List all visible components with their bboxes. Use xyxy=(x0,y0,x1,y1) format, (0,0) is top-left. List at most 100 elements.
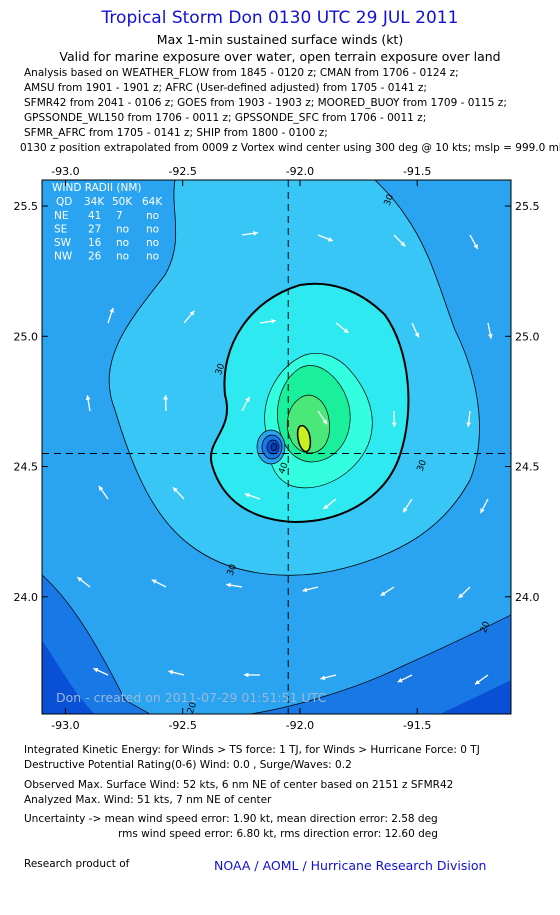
wind-vector-head xyxy=(343,328,349,333)
y-tick-label-left: 25.0 xyxy=(14,330,39,343)
contour-label: 30 xyxy=(416,459,429,473)
wind-radii-cell: 16 xyxy=(88,237,102,249)
wind-vector-head xyxy=(480,508,485,514)
uncertainty-line: Uncertainty -> mean wind speed error: 1.… xyxy=(24,813,438,825)
y-tick-label-left: 25.5 xyxy=(14,200,39,213)
contour-15-sw xyxy=(42,640,95,714)
wind-vector-head xyxy=(244,672,249,678)
contour-label: 20 xyxy=(186,701,199,715)
contour-label: 40 xyxy=(277,461,290,475)
wind-radii-title: WIND RADII (NM) xyxy=(52,182,142,194)
wind-radii-cell: no xyxy=(146,237,159,249)
dpr-line: Destructive Potential Rating(0-6) Wind: … xyxy=(24,759,352,771)
source-line-2: AMSU from 1901 - 1901 z; AFRC (User-defi… xyxy=(24,82,427,94)
wind-vector-head xyxy=(109,307,114,313)
research-product-label: Research product of xyxy=(24,858,130,870)
wind-radii-header: 50K xyxy=(112,196,133,208)
wind-vector-head xyxy=(487,333,493,339)
observed-max-line: Observed Max. Surface Wind: 52 kts, 6 nm… xyxy=(24,779,454,791)
wind-vector-head xyxy=(98,485,104,491)
wind-radii-cell: NE xyxy=(54,210,69,222)
contour-max-wind xyxy=(296,424,312,453)
chart-subtitle-variable: Max 1-min sustained surface winds (kt) xyxy=(156,32,404,47)
wind-radii-header: 34K xyxy=(84,196,105,208)
eye-core xyxy=(270,443,278,451)
y-tick-label-right: 25.0 xyxy=(515,330,540,343)
wind-vector-head xyxy=(173,487,178,493)
wind-vector-head xyxy=(168,669,174,675)
rms-error-line: rms wind speed error: 6.80 kt, rms direc… xyxy=(118,828,438,840)
wind-vector-head xyxy=(475,679,480,685)
wind-analysis-chart: 30 30 30 30 40 20 20 WIND RADII (NM) QD 34K 50K 6… xyxy=(14,165,540,732)
ike-line: Integrated Kinetic Energy: for Winds > T… xyxy=(24,744,480,756)
wind-radii-table: WIND RADII (NM) QD 34K 50K 64K NE 41 7 no SE 27 no… xyxy=(52,182,163,263)
contour-labels: 30 30 30 30 40 20 20 xyxy=(186,193,493,715)
chart-title: Tropical Storm Don 0130 UTC 29 JUL 2011 xyxy=(101,8,459,28)
contour-label: 20 xyxy=(479,620,492,634)
y-tick-label-left: 24.5 xyxy=(14,461,39,474)
wind-radii-cell: NW xyxy=(54,251,73,263)
wind-vector-head xyxy=(458,593,464,599)
wind-vector-head xyxy=(414,332,420,338)
source-line-1: Analysis based on WEATHER_FLOW from 1845… xyxy=(24,67,459,79)
contour-15-se xyxy=(440,680,511,714)
x-tick-label-bottom: -92.5 xyxy=(168,719,196,732)
wind-radii-header: 64K xyxy=(142,196,163,208)
wind-vector-head xyxy=(391,422,397,427)
wind-vector-head xyxy=(397,677,403,683)
analyzed-max-line: Analyzed Max. Wind: 51 kts, 7 nm NE of c… xyxy=(24,794,272,806)
y-tick-label-left: 24.0 xyxy=(14,591,39,604)
x-tick-label-bottom: -91.5 xyxy=(403,719,431,732)
wind-radii-cell: SE xyxy=(54,224,67,236)
contour-20-se xyxy=(249,614,511,714)
contour-34-ts-force xyxy=(209,282,410,524)
wind-vector-head xyxy=(380,591,386,596)
wind-radii-cell: no xyxy=(146,251,159,263)
wind-vector-head xyxy=(151,579,157,584)
contour-field: 30 30 30 30 40 20 20 WIND RADII (NM) QD 34K 50K 6… xyxy=(42,180,511,715)
axis-ticks: -93.0 -93.0 -92.5 -92.5 -92.0 -92.0 -91.5 -91.5… xyxy=(14,165,540,732)
wind-vector-head xyxy=(400,241,406,247)
x-tick-label-top: -92.5 xyxy=(168,165,196,178)
wind-vector-head xyxy=(189,310,195,316)
source-line-5: SFMR_AFRC from 1705 - 0141 z; SHIP from … xyxy=(24,127,328,139)
wind-vector-head xyxy=(163,395,169,400)
wind-vector-head xyxy=(245,396,250,402)
wind-vector-head xyxy=(302,587,308,593)
wind-radii-cell: no xyxy=(146,224,159,236)
wind-radii-cell: no xyxy=(116,224,129,236)
wind-vector-head xyxy=(253,230,258,236)
contour-label: 30 xyxy=(383,193,396,207)
contour-label: 30 xyxy=(214,362,227,376)
wind-radii-cell: no xyxy=(146,210,159,222)
plot-frame xyxy=(41,179,512,715)
y-tick-label-right: 24.5 xyxy=(515,461,540,474)
chart-subtitle-validity: Valid for marine exposure over water, op… xyxy=(59,49,501,64)
x-tick-label-top: -91.5 xyxy=(403,165,431,178)
contour-20-sw xyxy=(42,574,151,714)
contour-label: 30 xyxy=(226,563,239,577)
wind-radii-header: QD xyxy=(56,196,72,208)
created-credit: Don - created on 2011-07-29 01:51:51 UTC xyxy=(56,690,327,705)
wind-vector-head xyxy=(271,318,276,324)
wind-vector-head xyxy=(320,675,326,681)
wind-radii-cell: no xyxy=(116,251,129,263)
x-tick-label-top: -93.0 xyxy=(51,165,79,178)
wind-vector-head xyxy=(77,577,83,582)
wind-vector-head xyxy=(323,504,329,510)
wind-vector-head xyxy=(466,422,472,427)
wind-vector-head xyxy=(327,237,333,242)
wind-vector-head xyxy=(85,395,91,400)
wind-vector-head xyxy=(473,244,478,250)
wind-vector-head xyxy=(403,507,408,513)
wind-radii-cell: 26 xyxy=(88,251,102,263)
wind-radii-cell: no xyxy=(116,237,129,249)
wind-vectors xyxy=(76,230,493,685)
wind-vector-head xyxy=(244,492,250,498)
x-tick-label-bottom: -92.0 xyxy=(286,719,314,732)
x-tick-label-bottom: -93.0 xyxy=(51,719,79,732)
noaa-credit: NOAA / AOML / Hurricane Research Divisio… xyxy=(214,858,487,873)
wind-radii-cell: 27 xyxy=(88,224,101,236)
source-line-4: GPSSONDE_WL150 from 1706 - 0011 z; GPSSO… xyxy=(24,112,427,124)
x-tick-label-top: -92.0 xyxy=(286,165,314,178)
